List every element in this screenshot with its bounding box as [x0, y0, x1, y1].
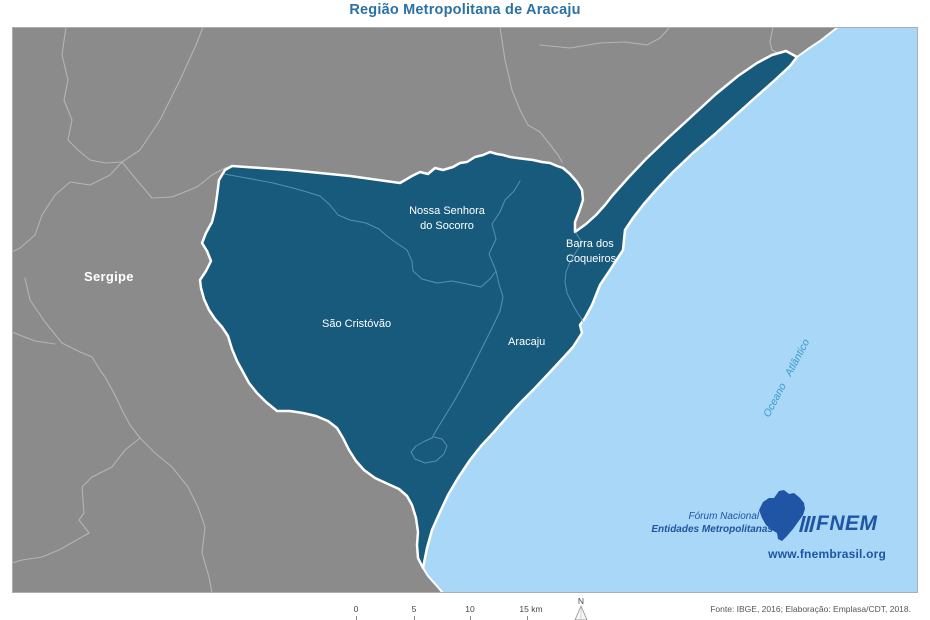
label-nossa-senhora-do-socorro: Nossa Senhora do Socorro [409, 205, 485, 233]
brazil-map-icon [759, 490, 805, 541]
aracaju-metro-map [12, 27, 918, 593]
scale-tick [470, 616, 471, 620]
logo-line1: Fórum Nacional de [688, 511, 773, 522]
scale-tick [527, 616, 528, 620]
scale-label-10: 10 [465, 604, 475, 614]
logo-line2: Entidades Metropolitanas [651, 523, 773, 535]
north-label: N [577, 596, 585, 606]
label-barra-dos-coqueiros: Barra dos Coqueiros [566, 238, 617, 266]
scale-label-0: 0 [353, 604, 359, 614]
scale-tick [356, 616, 357, 620]
page-title: Região Metropolitana de Aracaju [349, 2, 581, 18]
north-arrow-icon [574, 605, 588, 620]
label-sergipe: Sergipe [84, 269, 134, 284]
municipal-boundaries [12, 27, 791, 593]
label-sao-cristovao: São Cristóvão [322, 318, 392, 330]
fnem-logo-text: Fórum Nacional de Entidades Metropolitan… [625, 511, 773, 536]
map-frame [12, 27, 918, 593]
label-aracaju: Aracaju [508, 336, 546, 348]
metro-region [198, 49, 799, 570]
logo-bar-icon [809, 516, 816, 532]
fnem-acronym: FNEM [816, 512, 878, 535]
atlantic-ocean [423, 27, 918, 593]
source-credit: Fonte: IBGE, 2016; Elaboração: Emplasa/C… [710, 604, 911, 614]
scale-label-15km: 15 km [519, 604, 543, 614]
fnem-wordmark: FNEM [799, 512, 878, 536]
scale-tick [414, 616, 415, 620]
scale-label-5: 5 [411, 604, 417, 614]
fnem-website-link[interactable]: www.fnembrasil.org [768, 547, 886, 561]
metro-internal-boundaries [223, 173, 584, 464]
